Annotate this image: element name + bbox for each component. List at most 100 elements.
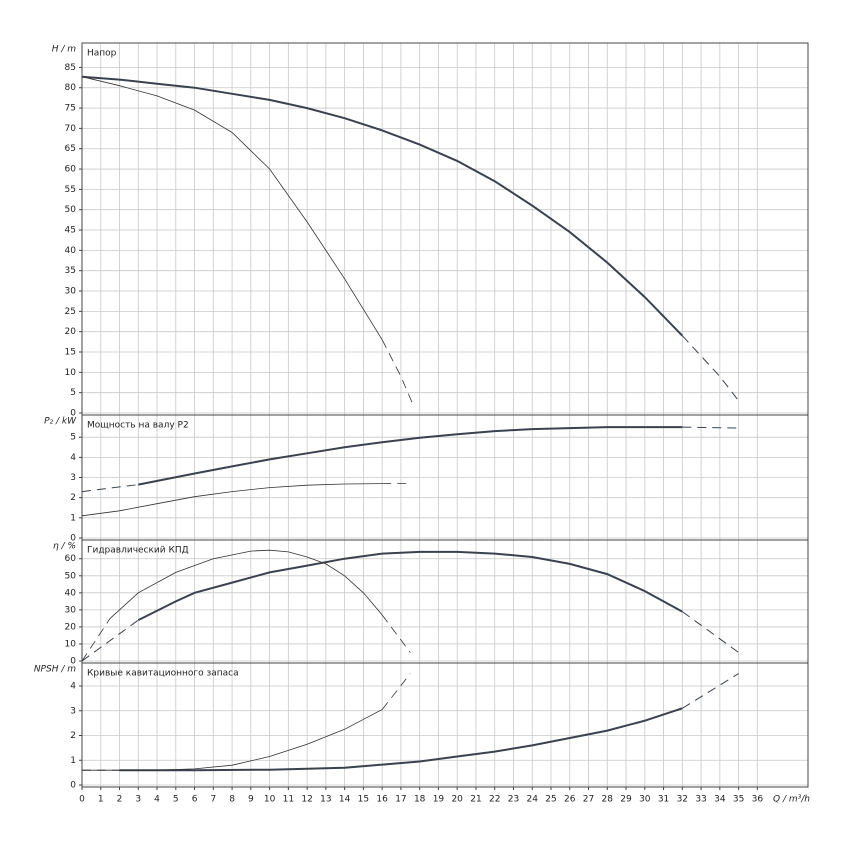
y-tick-label: 3 [70,706,76,716]
curve [81,75,684,337]
y-tick-label: 55 [65,185,76,195]
x-tick-label: 8 [229,795,235,805]
y-tick-label: 0 [70,657,76,667]
y-tick-label: 30 [65,605,77,615]
curve [682,611,739,653]
y-tick-label: 25 [65,307,76,317]
y-tick-label: 80 [65,83,77,93]
x-tick-label: 13 [320,795,331,805]
x-tick-label: 9 [248,795,254,805]
curve [81,76,383,341]
y-tick-label: 20 [65,622,77,632]
y-tick-label: 10 [65,639,77,649]
panel-title: Кривые кавитационного запаса [87,669,239,679]
x-tick-label: 30 [639,795,651,805]
y-tick-label: 1 [70,756,76,766]
x-tick-label: 35 [733,795,744,805]
curve [381,614,411,653]
x-tick-label: 23 [508,795,519,805]
x-tick-label: 21 [470,795,481,805]
x-tick-label: 15 [358,795,369,805]
x-tick-label: 32 [677,795,688,805]
panel-title: Напор [87,49,117,59]
x-tick-label: 17 [395,795,406,805]
x-axis-label: Q / m³/h [773,795,810,805]
x-tick-label: 36 [752,795,764,805]
x-tick-label: 27 [583,795,594,805]
curve [109,549,383,619]
y-tick-label: 30 [65,287,77,297]
y-axis-label: P₂ / kW [44,417,77,427]
y-axis-label: H / m [52,45,77,55]
x-tick-label: 22 [489,795,500,805]
x-tick-label: 34 [714,795,726,805]
panel-frame [81,662,809,788]
curve [81,483,383,517]
x-tick-label: 18 [414,795,426,805]
x-tick-label: 11 [283,795,294,805]
x-tick-label: 33 [695,795,706,805]
y-tick-label: 10 [65,368,77,378]
y-tick-label: 75 [65,104,76,114]
y-tick-label: 35 [65,266,76,276]
y-tick-label: 85 [65,63,76,73]
x-tick-label: 2 [117,795,123,805]
curve [82,709,383,771]
x-tick-label: 3 [135,795,141,805]
x-tick-label: 4 [154,795,160,805]
curve [138,426,683,486]
curve [682,673,739,709]
panel-frame [81,42,809,416]
y-tick-label: 0 [70,781,76,791]
panel-title: Мощность на валу P2 [87,421,189,431]
y-tick-label: 4 [70,453,76,463]
curve [381,673,411,710]
x-tick-label: 1 [98,795,104,805]
x-tick-label: 31 [658,795,669,805]
y-tick-label: 1 [70,513,76,523]
x-tick-label: 10 [264,795,276,805]
curve [681,335,739,402]
x-tick-label: 19 [433,795,445,805]
x-tick-label: 24 [527,795,539,805]
x-tick-label: 26 [564,795,576,805]
y-tick-label: 2 [70,731,76,741]
curve [137,550,683,621]
y-tick-label: 5 [70,388,76,398]
y-tick-label: 40 [65,246,77,256]
panel-title: Гидравлический КПД [87,546,189,556]
curve [682,426,739,429]
x-tick-label: 7 [210,795,216,805]
y-tick-label: 40 [65,588,77,598]
curve [119,707,683,772]
y-tick-label: 50 [65,205,77,215]
x-tick-label: 28 [602,795,614,805]
curve [381,339,413,403]
y-tick-label: 70 [65,124,77,134]
y-tick-label: 50 [65,571,77,581]
y-tick-label: 65 [65,144,76,154]
y-axis-label: η / % [53,542,76,552]
x-tick-label: 0 [79,795,85,805]
y-tick-label: 4 [70,682,76,692]
y-axis-label: NPSH / m [34,665,76,675]
curve [81,618,111,662]
x-tick-label: 6 [192,795,198,805]
y-tick-label: 45 [65,226,76,236]
y-tick-label: 15 [65,348,76,358]
y-tick-label: 0 [70,534,76,544]
y-tick-label: 0 [70,409,76,419]
curve [81,484,139,493]
x-tick-label: 12 [301,795,312,805]
y-tick-label: 20 [65,327,77,337]
x-tick-label: 14 [339,795,351,805]
y-tick-label: 5 [70,433,76,443]
x-tick-label: 5 [173,795,179,805]
y-tick-label: 3 [70,473,76,483]
x-tick-label: 29 [620,795,632,805]
y-tick-label: 60 [65,165,77,175]
x-tick-label: 16 [376,795,388,805]
y-tick-label: 2 [70,493,76,503]
curve [81,619,139,662]
